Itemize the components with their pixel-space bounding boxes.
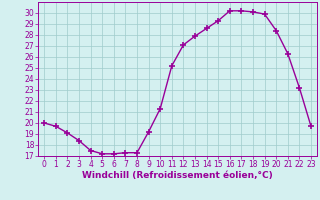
X-axis label: Windchill (Refroidissement éolien,°C): Windchill (Refroidissement éolien,°C) bbox=[82, 171, 273, 180]
